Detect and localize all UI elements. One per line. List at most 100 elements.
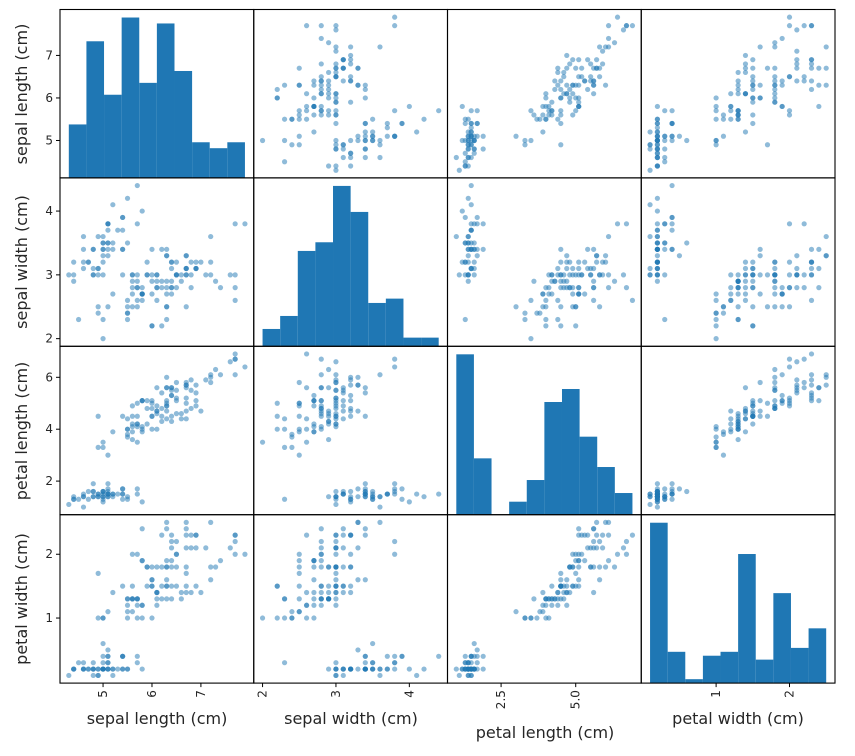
- data-point: [750, 421, 756, 427]
- data-point: [713, 424, 719, 430]
- data-point: [115, 227, 121, 233]
- data-point: [786, 23, 793, 29]
- data-point: [735, 91, 741, 97]
- data-point: [355, 545, 361, 551]
- data-point: [173, 395, 180, 401]
- data-point: [144, 583, 150, 589]
- data-point: [370, 133, 376, 139]
- data-point: [289, 615, 295, 621]
- data-point: [471, 133, 477, 139]
- data-point: [124, 304, 131, 310]
- data-point: [232, 351, 238, 357]
- data-point: [772, 398, 778, 404]
- data-point: [311, 602, 317, 608]
- data-point: [203, 377, 209, 383]
- data-point: [124, 609, 131, 615]
- data-point: [149, 583, 155, 589]
- data-point: [591, 538, 597, 545]
- data-point: [552, 86, 558, 93]
- data-point: [355, 374, 361, 380]
- data-point: [303, 426, 310, 432]
- data-point: [384, 653, 390, 659]
- data-point: [95, 272, 101, 278]
- data-point: [377, 137, 383, 144]
- data-point: [318, 35, 324, 42]
- data-point: [318, 74, 324, 80]
- data-point: [567, 564, 573, 570]
- data-point: [124, 195, 131, 201]
- subplot-frame: [640, 514, 836, 684]
- data-point: [281, 137, 288, 144]
- data-point: [296, 400, 302, 406]
- histogram-bar: [738, 554, 756, 684]
- data-point: [750, 408, 756, 414]
- data-point: [605, 23, 612, 29]
- data-point: [340, 390, 346, 396]
- data-point: [193, 532, 199, 538]
- data-point: [340, 583, 346, 589]
- data-point: [735, 411, 741, 417]
- data-point: [193, 382, 199, 388]
- data-point: [779, 285, 785, 291]
- data-point: [465, 137, 471, 144]
- data-point: [662, 137, 668, 144]
- data-point: [208, 379, 214, 386]
- data-point: [654, 154, 660, 161]
- data-point: [597, 538, 603, 545]
- data-point: [198, 408, 204, 414]
- data-point: [296, 426, 302, 432]
- data-point: [154, 297, 160, 303]
- data-point: [823, 82, 829, 88]
- histogram-bar: [68, 124, 87, 178]
- data-point: [654, 120, 660, 127]
- data-point: [735, 116, 741, 122]
- data-point: [340, 545, 346, 551]
- data-point: [173, 411, 180, 417]
- data-point: [326, 82, 332, 88]
- data-point: [528, 615, 534, 621]
- data-point: [588, 564, 594, 570]
- histogram-bar: [808, 628, 827, 684]
- data-point: [406, 666, 412, 672]
- data-point: [75, 660, 82, 666]
- data-point: [168, 418, 175, 425]
- data-point: [465, 278, 471, 284]
- data-point: [772, 91, 778, 97]
- data-point: [362, 137, 368, 144]
- data-point: [105, 227, 111, 233]
- data-point: [567, 61, 573, 67]
- data-point: [100, 253, 106, 259]
- data-point: [602, 44, 609, 50]
- data-point: [193, 583, 199, 589]
- data-point: [786, 14, 793, 20]
- data-point: [129, 596, 136, 602]
- data-point: [149, 323, 155, 329]
- data-point: [543, 323, 549, 329]
- data-point: [392, 364, 398, 370]
- data-point: [602, 82, 609, 88]
- data-point: [576, 583, 582, 589]
- data-point: [546, 615, 552, 621]
- data-point: [90, 672, 96, 679]
- histogram-bar: [333, 185, 351, 347]
- data-point: [340, 65, 346, 71]
- data-point: [303, 116, 310, 122]
- data-point: [149, 400, 155, 406]
- data-point: [318, 112, 324, 118]
- data-point: [823, 65, 829, 71]
- data-point: [555, 297, 561, 303]
- data-point: [120, 214, 126, 221]
- data-point: [188, 532, 194, 538]
- data-point: [564, 265, 570, 272]
- data-point: [471, 640, 477, 647]
- data-point: [599, 48, 606, 54]
- data-point: [808, 265, 815, 272]
- data-point: [318, 405, 324, 412]
- data-point: [168, 265, 175, 272]
- data-point: [474, 108, 480, 114]
- data-point: [149, 278, 155, 284]
- data-point: [95, 570, 101, 576]
- histogram-bar: [773, 593, 791, 684]
- data-point: [134, 602, 140, 608]
- data-point: [164, 519, 170, 525]
